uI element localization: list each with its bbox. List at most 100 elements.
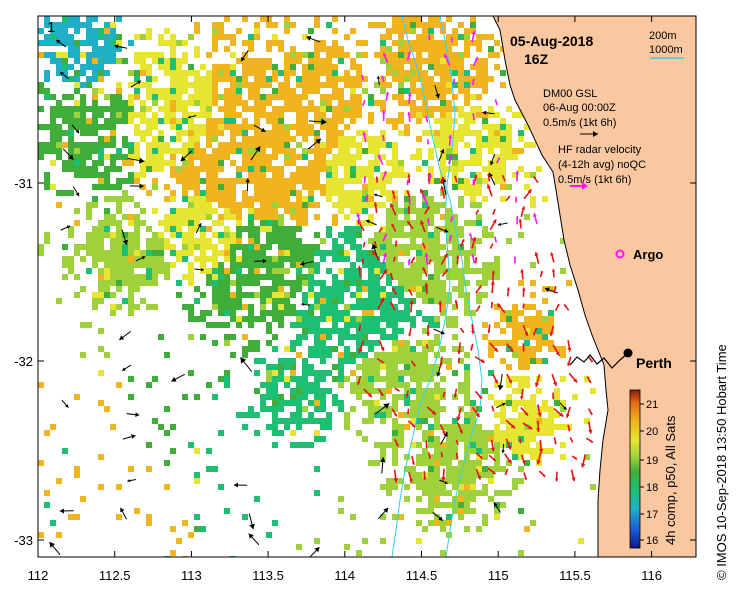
- sst-pixel: [518, 352, 524, 358]
- sst-pixel: [356, 154, 362, 160]
- sst-pixel: [428, 370, 434, 376]
- sst-pixel: [182, 148, 188, 154]
- sst-pixel: [524, 376, 530, 382]
- sst-pixel: [458, 268, 464, 274]
- sst-pixel: [506, 310, 512, 316]
- sst-pixel: [248, 238, 254, 244]
- velocity-arrowhead: [262, 258, 267, 264]
- sst-pixel: [422, 46, 428, 52]
- sst-pixel: [146, 250, 152, 256]
- sst-pixel: [326, 232, 332, 238]
- sst-pixel: [248, 232, 254, 238]
- sst-pixel: [422, 214, 428, 220]
- sst-pixel: [422, 262, 428, 268]
- sst-pixel: [224, 370, 230, 376]
- velocity-arrowhead: [135, 412, 140, 417]
- sst-pixel: [476, 436, 482, 442]
- velocity-arrowhead: [555, 351, 560, 356]
- sst-pixel: [314, 136, 320, 142]
- sst-pixel: [74, 472, 80, 478]
- sst-pixel: [104, 184, 110, 190]
- sst-pixel: [476, 40, 482, 46]
- sst-pixel: [440, 58, 446, 64]
- sst-pixel: [206, 88, 212, 94]
- sst-pixel: [122, 298, 128, 304]
- sst-pixel: [440, 118, 446, 124]
- sst-pixel: [290, 106, 296, 112]
- sst-pixel: [98, 178, 104, 184]
- sst-pixel: [404, 244, 410, 250]
- sst-pixel: [236, 286, 242, 292]
- sst-pixel: [506, 394, 512, 400]
- sst-pixel: [422, 454, 428, 460]
- sst-pixel: [224, 250, 230, 256]
- sst-pixel: [446, 76, 452, 82]
- sst-pixel: [422, 436, 428, 442]
- sst-pixel: [98, 220, 104, 226]
- sst-pixel: [140, 64, 146, 70]
- sst-pixel: [230, 160, 236, 166]
- sst-pixel: [212, 76, 218, 82]
- sst-pixel: [548, 286, 554, 292]
- sst-pixel: [218, 154, 224, 160]
- velocity-arrowhead: [492, 470, 496, 474]
- sst-pixel: [476, 106, 482, 112]
- sst-pixel: [446, 454, 452, 460]
- sst-pixel: [506, 154, 512, 160]
- sst-pixel: [314, 214, 320, 220]
- sst-pixel: [146, 274, 152, 280]
- velocity-arrowhead: [393, 413, 397, 417]
- sst-pixel: [116, 58, 122, 64]
- sst-pixel: [290, 286, 296, 292]
- sst-pixel: [416, 418, 422, 424]
- sst-pixel: [98, 64, 104, 70]
- sst-pixel: [146, 244, 152, 250]
- sst-pixel: [296, 544, 302, 550]
- sst-pixel: [314, 64, 320, 70]
- sst-pixel: [470, 28, 476, 34]
- x-tick-label: 113: [181, 568, 202, 583]
- sst-pixel: [140, 100, 146, 106]
- sst-pixel: [350, 136, 356, 142]
- sst-pixel: [422, 28, 428, 34]
- sst-pixel: [434, 52, 440, 58]
- sst-pixel: [314, 406, 320, 412]
- sst-pixel: [116, 196, 122, 202]
- x-tick-label: 112.5: [99, 568, 131, 583]
- sst-pixel: [458, 124, 464, 130]
- sst-pixel: [380, 406, 386, 412]
- sst-pixel: [374, 460, 380, 466]
- velocity-arrowhead: [254, 146, 261, 153]
- sst-pixel: [350, 106, 356, 112]
- sst-pixel: [464, 40, 470, 46]
- sst-pixel: [182, 304, 188, 310]
- sst-pixel: [206, 124, 212, 130]
- sst-pixel: [314, 388, 320, 394]
- sst-pixel: [308, 442, 314, 448]
- sst-pixel: [278, 406, 284, 412]
- sst-pixel: [242, 142, 248, 148]
- sst-pixel: [86, 130, 92, 136]
- sst-pixel: [224, 310, 230, 316]
- sst-pixel: [290, 46, 296, 52]
- sst-pixel: [128, 154, 134, 160]
- sst-pixel: [272, 304, 278, 310]
- velocity-arrowhead: [528, 425, 533, 430]
- sst-pixel: [332, 52, 338, 58]
- velocity-arrowhead: [435, 93, 440, 99]
- sst-pixel: [410, 154, 416, 160]
- sst-pixel: [98, 370, 104, 376]
- sst-pixel: [254, 256, 260, 262]
- sst-pixel: [338, 46, 344, 52]
- sst-pixel: [344, 166, 350, 172]
- sst-pixel: [56, 52, 62, 58]
- sst-pixel: [344, 376, 350, 382]
- sst-pixel: [170, 424, 176, 430]
- sst-pixel: [218, 262, 224, 268]
- sst-pixel: [458, 358, 464, 364]
- sst-pixel: [464, 376, 470, 382]
- sst-pixel: [386, 190, 392, 196]
- sst-pixel: [338, 298, 344, 304]
- sst-pixel: [68, 142, 74, 148]
